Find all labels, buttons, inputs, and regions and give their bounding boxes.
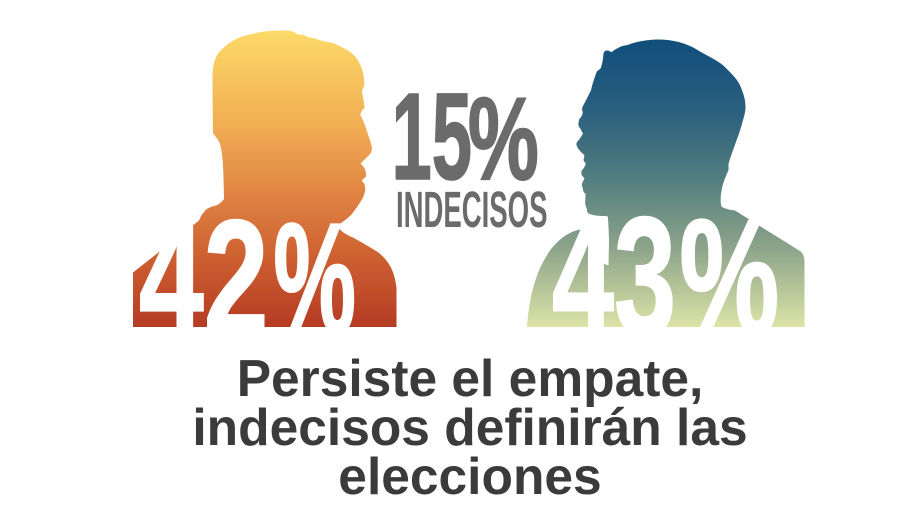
svg-text:42: 42 [139, 187, 268, 369]
svg-text:elecciones: elecciones [338, 447, 601, 505]
svg-text:15: 15 [392, 69, 473, 205]
svg-text:INDECISOS: INDECISOS [396, 181, 547, 238]
svg-text:indecisos definirán las: indecisos definirán las [192, 398, 747, 456]
svg-text:%: % [468, 74, 539, 205]
svg-text:43: 43 [552, 183, 676, 370]
svg-text:Persiste el empate,: Persiste el empate, [237, 349, 704, 407]
svg-text:%: % [274, 192, 356, 366]
svg-text:%: % [680, 185, 780, 368]
